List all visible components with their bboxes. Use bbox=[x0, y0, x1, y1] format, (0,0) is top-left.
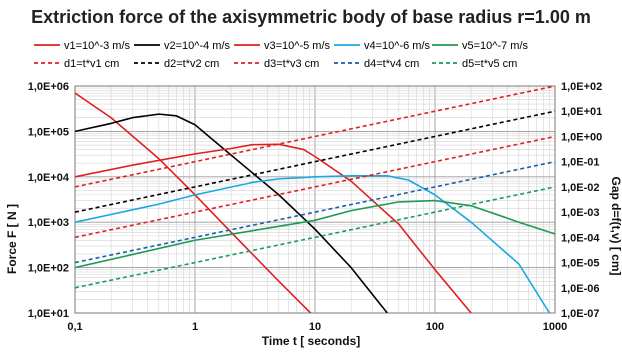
x-tick-label: 1000 bbox=[543, 321, 567, 333]
plot-border bbox=[74, 85, 556, 314]
legend: v1=10^-3 m/s v2=10^-4 m/s v3=10^-5 m/s v4=1… bbox=[34, 40, 528, 70]
series-line-5 bbox=[75, 199, 555, 269]
y2-tick-label: 1,0E-03 bbox=[561, 207, 600, 219]
y2-axis-ticks: 1,0E-07 1,0E-06 1,0E-05 1,0E-04 1,0E-03 1,0E-… bbox=[561, 81, 602, 320]
y-axis-ticks: 1,0E+01 1,0E+02 1,0E+03 1,0E+04 1,0E+05 1,0E+… bbox=[28, 81, 70, 320]
y2-tick-label: 1,0E-05 bbox=[561, 258, 600, 270]
legend-label: v1=10^-3 m/s bbox=[64, 40, 130, 52]
series-line-4 bbox=[75, 175, 551, 313]
x-tick-label: 1 bbox=[192, 321, 198, 333]
plot-area bbox=[74, 85, 556, 314]
x-axis-title: Time t [ seconds] bbox=[262, 334, 360, 348]
legend-label: v3=10^-5 m/s bbox=[264, 40, 330, 52]
y-tick-label: 1,0E+05 bbox=[28, 126, 69, 138]
series-line-3 bbox=[75, 143, 472, 313]
series-line-9 bbox=[75, 160, 555, 264]
series-group bbox=[75, 86, 555, 313]
y2-tick-label: 1,0E-07 bbox=[561, 308, 600, 320]
y2-axis-title: Gap d=f(t,v) [ cm] bbox=[609, 176, 622, 275]
x-tick-label: 0,1 bbox=[67, 321, 82, 333]
legend-label: d1=t*v1 cm bbox=[64, 58, 119, 70]
y2-tick-label: 1,0E+00 bbox=[561, 131, 602, 143]
grid bbox=[74, 86, 555, 314]
y-tick-label: 1,0E+03 bbox=[28, 217, 69, 229]
y2-tick-label: 1,0E-01 bbox=[561, 157, 600, 169]
x-tick-label: 10 bbox=[309, 321, 321, 333]
series-line-6 bbox=[75, 86, 555, 188]
y-tick-label: 1,0E+06 bbox=[28, 81, 69, 93]
x-axis-ticks: 0,1 1 10 100 1000 bbox=[67, 321, 567, 333]
y2-tick-label: 1,0E+02 bbox=[561, 81, 602, 93]
y2-tick-label: 1,0E+01 bbox=[561, 106, 602, 118]
y-tick-label: 1,0E+01 bbox=[28, 308, 69, 320]
legend-label: d3=t*v3 cm bbox=[264, 58, 319, 70]
series-line-2 bbox=[75, 113, 388, 313]
x-tick-label: 100 bbox=[426, 321, 444, 333]
series-line-10 bbox=[75, 186, 555, 289]
legend-label: d2=t*v2 cm bbox=[164, 58, 219, 70]
legend-label: v5=10^-7 m/s bbox=[462, 40, 528, 52]
y-axis-title: Force F [ N ] bbox=[5, 204, 19, 274]
series-line-7 bbox=[75, 110, 555, 213]
legend-label: v4=10^-6 m/s bbox=[364, 40, 430, 52]
y2-tick-label: 1,0E-06 bbox=[561, 283, 600, 295]
y-tick-label: 1,0E+02 bbox=[28, 263, 69, 275]
legend-label: d5=t*v5 cm bbox=[462, 58, 517, 70]
y2-tick-label: 1,0E-02 bbox=[561, 182, 600, 194]
chart-title: Extriction force of the axisymmetric bod… bbox=[31, 7, 591, 27]
series-line-8 bbox=[75, 135, 555, 239]
y2-tick-label: 1,0E-04 bbox=[561, 232, 600, 244]
legend-label: v2=10^-4 m/s bbox=[164, 40, 230, 52]
legend-label: d4=t*v4 cm bbox=[364, 58, 419, 70]
y-tick-label: 1,0E+04 bbox=[28, 172, 70, 184]
